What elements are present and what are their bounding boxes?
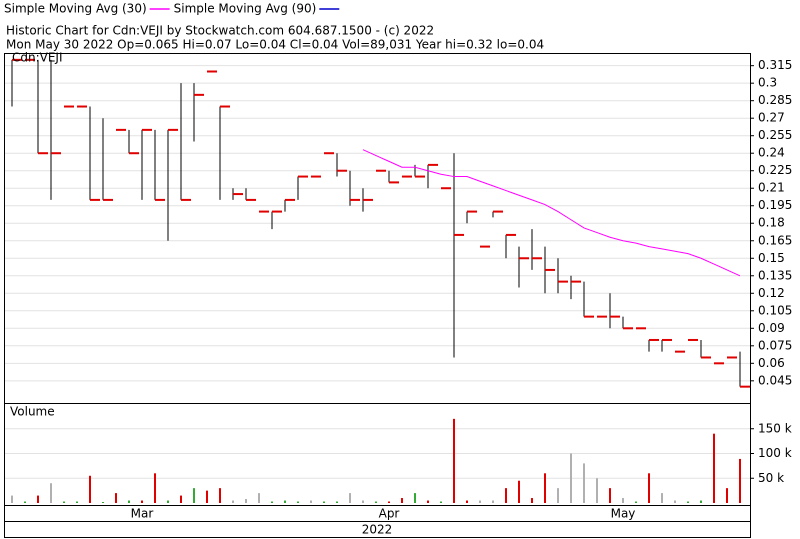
volume-bar	[531, 498, 533, 503]
moving-average-line	[362, 149, 741, 277]
legend: Simple Moving Avg (30) Simple Moving Avg …	[4, 2, 340, 16]
y-tick-label: 0.21	[758, 181, 785, 195]
volume-bar	[427, 500, 429, 503]
volume-bar	[700, 500, 702, 503]
volume-bar	[674, 500, 676, 503]
volume-bar	[505, 488, 507, 503]
symbol-label: Cdn:VEJI	[12, 51, 63, 65]
volume-bar	[63, 501, 65, 503]
y-tick-label: 100 k	[758, 446, 792, 460]
y-tick-label: 0.135	[758, 268, 792, 282]
year-axis	[4, 521, 751, 538]
volume-bar	[219, 488, 221, 503]
volume-bar	[310, 500, 312, 503]
volume-bar	[11, 495, 13, 503]
y-tick-label: 0.165	[758, 233, 792, 247]
volume-bar	[375, 501, 377, 503]
volume-bar	[245, 499, 247, 503]
y-tick-label: 0.315	[758, 58, 792, 72]
volume-bar	[297, 501, 299, 503]
x-axis-label: 2022	[362, 523, 393, 537]
legend-label: Simple Moving Avg (90)	[174, 2, 317, 16]
y-tick-label: 0.18	[758, 216, 785, 230]
volume-bar	[388, 501, 390, 503]
volume-bar	[583, 463, 585, 503]
volume-bar	[713, 433, 715, 503]
volume-title: Volume	[10, 405, 55, 419]
volume-bar	[232, 500, 234, 503]
y-tick-label: 0.105	[758, 303, 792, 317]
volume-bar	[89, 475, 91, 503]
volume-bar	[115, 493, 117, 503]
volume-bar	[609, 488, 611, 503]
volume-bar	[362, 500, 364, 503]
volume-bar	[167, 500, 169, 503]
volume-bar	[557, 488, 559, 503]
x-tick-label: Mar	[131, 507, 154, 521]
volume-bar	[440, 501, 442, 503]
volume-bar	[414, 493, 416, 503]
volume-bar	[401, 498, 403, 503]
x-tick-label: May	[611, 507, 636, 521]
legend-label: Simple Moving Avg (30)	[4, 2, 147, 16]
y-tick-label: 0.3	[758, 76, 777, 90]
y-tick-label: 0.225	[758, 163, 792, 177]
volume-bar	[648, 473, 650, 503]
volume-bar	[206, 490, 208, 503]
volume-bar	[284, 500, 286, 503]
y-tick-label: 0.285	[758, 93, 792, 107]
volume-bar	[336, 501, 338, 503]
y-tick-label: 0.045	[758, 373, 792, 387]
chart-subtitle: Mon May 30 2022 Op=0.065 Hi=0.07 Lo=0.04…	[6, 38, 544, 52]
y-tick-label: 50 k	[758, 471, 784, 485]
volume-bar	[453, 418, 455, 503]
volume-bar	[76, 501, 78, 503]
y-tick-label: 0.195	[758, 198, 792, 212]
volume-bar	[180, 495, 182, 503]
volume-bar	[102, 502, 104, 503]
volume-bar	[687, 501, 689, 503]
chart-title: Historic Chart for Cdn:VEJI by Stockwatc…	[6, 24, 434, 38]
volume-bar	[258, 493, 260, 503]
y-tick-label: 0.15	[758, 251, 785, 265]
volume-bar	[141, 500, 143, 503]
volume-bar	[739, 458, 741, 503]
volume-bar	[635, 501, 637, 503]
volume-bar	[726, 488, 728, 503]
volume-bar	[596, 478, 598, 503]
volume-bar	[479, 500, 481, 503]
volume-bar	[128, 500, 130, 503]
y-tick-label: 0.27	[758, 111, 785, 125]
volume-bar	[271, 501, 273, 503]
y-tick-label: 0.255	[758, 128, 792, 142]
y-tick-label: 0.12	[758, 286, 785, 300]
volume-bar	[37, 495, 39, 503]
volume-bar	[24, 501, 26, 503]
volume-bar	[466, 500, 468, 503]
y-tick-label: 0.06	[758, 356, 785, 370]
volume-bar	[193, 488, 195, 503]
volume-bar	[492, 500, 494, 503]
volume-bar	[518, 480, 520, 503]
volume-bar	[154, 473, 156, 503]
x-tick-label: Apr	[379, 507, 400, 521]
volume-bar	[570, 453, 572, 503]
plot-area: 0.045 0.06 0.075 0.09 0.105 0.12 0.135 0.15 0.16…	[5, 58, 792, 521]
y-tick-label: 0.075	[758, 338, 792, 352]
volume-bar	[622, 498, 624, 503]
volume-bar	[50, 483, 52, 503]
y-tick-label: 0.24	[758, 146, 785, 160]
volume-bar	[323, 501, 325, 503]
volume-bar	[349, 493, 351, 503]
volume-bar	[661, 493, 663, 503]
y-tick-label: 150 k	[758, 421, 792, 435]
y-tick-label: 0.09	[758, 321, 785, 335]
volume-bar	[544, 473, 546, 503]
